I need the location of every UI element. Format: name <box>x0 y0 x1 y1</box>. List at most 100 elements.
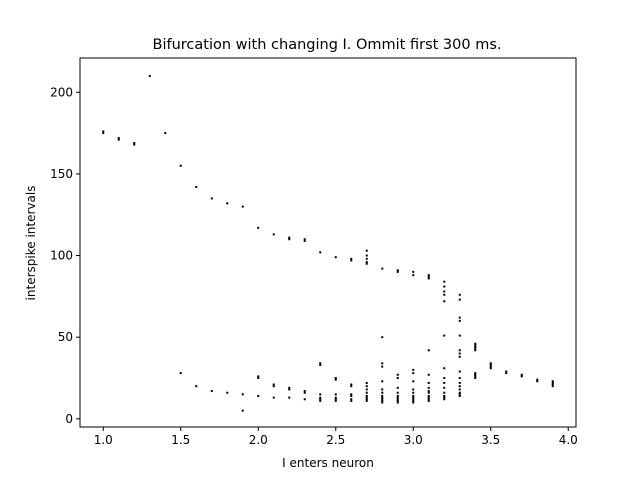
data-point <box>350 399 353 402</box>
data-point <box>458 316 461 319</box>
data-point <box>458 391 461 394</box>
data-point <box>474 349 477 352</box>
data-point <box>412 399 415 402</box>
data-point <box>396 394 399 397</box>
data-point <box>412 274 415 277</box>
data-point <box>350 259 353 262</box>
data-point <box>474 372 477 375</box>
data-point <box>443 398 446 401</box>
data-point <box>427 277 430 280</box>
data-point <box>381 391 384 394</box>
data-point <box>133 141 136 144</box>
data-point <box>365 385 368 388</box>
data-point <box>551 385 554 388</box>
data-point <box>102 130 105 133</box>
data-point <box>427 390 430 393</box>
data-point <box>350 257 353 260</box>
data-point <box>458 355 461 358</box>
data-point <box>210 390 213 393</box>
data-point <box>474 373 477 376</box>
data-point <box>474 342 477 345</box>
data-point <box>474 344 477 347</box>
y-tick-label: 100 <box>50 249 73 263</box>
data-point <box>427 349 430 352</box>
data-point <box>365 388 368 391</box>
data-point <box>458 298 461 301</box>
data-point <box>427 396 430 399</box>
data-point <box>489 363 492 366</box>
data-point <box>381 401 384 404</box>
data-point <box>443 290 446 293</box>
data-point <box>226 202 229 205</box>
data-point <box>334 378 337 381</box>
data-point <box>412 388 415 391</box>
data-point <box>334 256 337 259</box>
data-point <box>443 334 446 337</box>
data-point <box>319 251 322 254</box>
data-point <box>443 293 446 296</box>
data-point <box>458 293 461 296</box>
data-point <box>303 391 306 394</box>
data-point <box>396 269 399 272</box>
data-point <box>381 336 384 339</box>
data-point <box>443 386 446 389</box>
x-tick-label: 1.5 <box>171 433 190 447</box>
data-point <box>365 249 368 252</box>
data-point <box>195 385 198 388</box>
data-point <box>412 391 415 394</box>
data-point <box>365 394 368 397</box>
data-point <box>551 381 554 384</box>
x-tick-label: 4.0 <box>559 433 578 447</box>
data-point <box>319 362 322 365</box>
data-point <box>489 365 492 368</box>
data-point <box>226 391 229 394</box>
data-point <box>443 391 446 394</box>
data-point <box>272 385 275 388</box>
data-point <box>303 390 306 393</box>
data-point <box>412 380 415 383</box>
data-point <box>272 396 275 399</box>
data-point <box>396 377 399 380</box>
data-point <box>458 349 461 352</box>
data-point <box>133 143 136 146</box>
data-point <box>443 394 446 397</box>
x-tick-label: 2.5 <box>326 433 345 447</box>
data-point <box>257 375 260 378</box>
data-point <box>381 394 384 397</box>
data-point <box>427 398 430 401</box>
y-tick-label: 200 <box>50 85 73 99</box>
data-point <box>365 254 368 257</box>
data-point <box>288 388 291 391</box>
data-point <box>412 398 415 401</box>
data-point <box>443 300 446 303</box>
data-point <box>396 270 399 273</box>
y-tick-label: 50 <box>58 330 73 344</box>
data-point <box>365 262 368 265</box>
data-point <box>350 398 353 401</box>
data-point <box>102 132 105 135</box>
data-point <box>381 362 384 365</box>
x-tick-label: 2.0 <box>249 433 268 447</box>
data-point <box>489 367 492 370</box>
data-point <box>458 377 461 380</box>
data-point <box>179 372 182 375</box>
data-point <box>350 393 353 396</box>
data-point <box>458 334 461 337</box>
plot-area-frame <box>79 57 577 428</box>
data-point <box>536 378 539 381</box>
data-point <box>257 226 260 229</box>
data-point <box>396 401 399 404</box>
data-point <box>257 377 260 380</box>
data-point <box>412 270 415 273</box>
data-point <box>381 365 384 368</box>
data-point <box>303 238 306 241</box>
data-point <box>412 396 415 399</box>
data-point <box>396 396 399 399</box>
data-point <box>303 239 306 242</box>
data-point <box>474 377 477 380</box>
data-point <box>117 137 120 140</box>
x-axis-ticks: 1.0 1.5 2.0 2.5 3.0 3.5 4.0 <box>94 427 578 447</box>
y-tick-label: 150 <box>50 167 73 181</box>
data-point <box>412 401 415 404</box>
